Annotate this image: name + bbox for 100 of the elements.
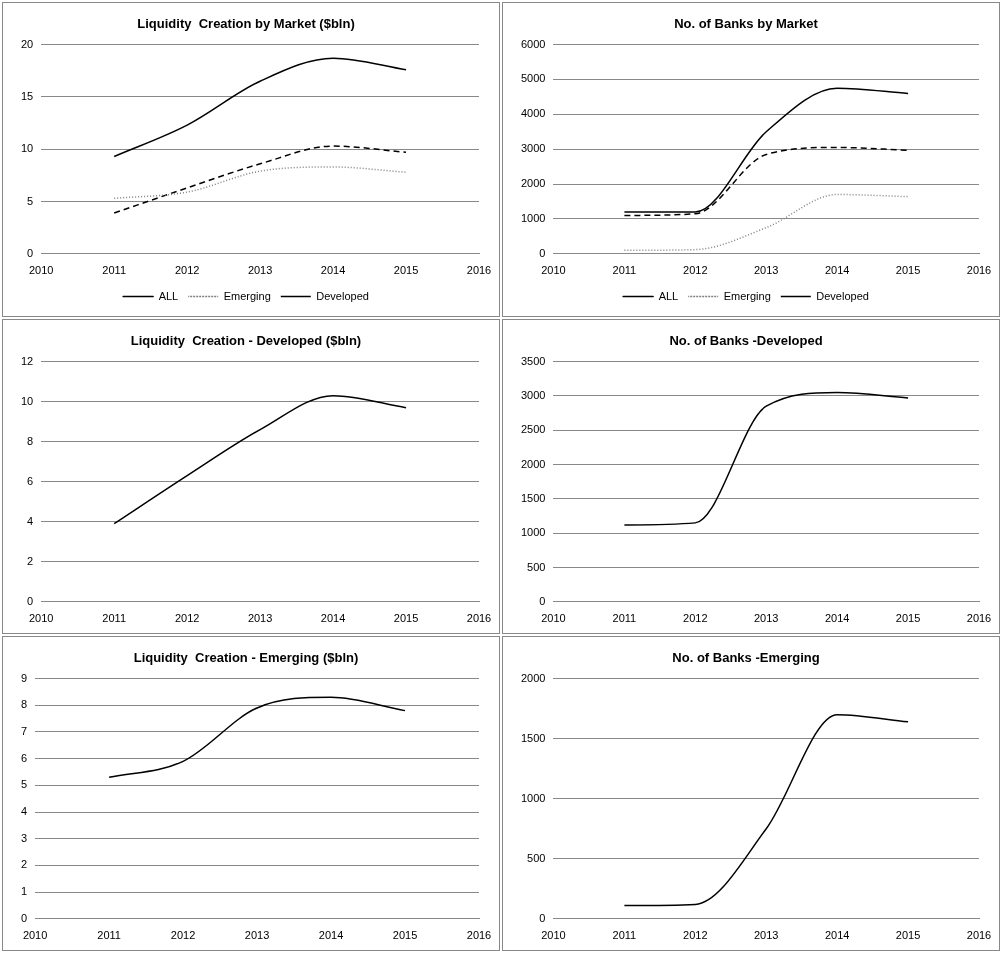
line-series bbox=[623, 87, 909, 213]
y-tick-label: 3500 bbox=[520, 354, 546, 367]
line-series bbox=[108, 696, 406, 779]
x-tick-label: 2011 bbox=[612, 612, 637, 625]
y-tick-label: 5 bbox=[20, 778, 28, 791]
legend-label: Emerging bbox=[723, 289, 771, 302]
y-tick-label: 1 bbox=[20, 885, 28, 898]
y-tick-label: 1500 bbox=[520, 731, 546, 744]
y-tick-label: 0 bbox=[539, 911, 546, 924]
chart-title: Liquidity Creation - Developed ($bln) bbox=[130, 333, 362, 349]
x-tick-label: 2016 bbox=[966, 612, 992, 625]
y-tick-label: 2500 bbox=[520, 423, 546, 436]
y-tick-label: 5 bbox=[27, 194, 34, 207]
x-tick-label: 2011 bbox=[102, 612, 127, 625]
y-tick-label: 2 bbox=[20, 858, 28, 871]
line-series bbox=[623, 391, 909, 526]
x-tick-label: 2010 bbox=[541, 929, 566, 942]
line-series bbox=[623, 713, 909, 907]
line-series bbox=[113, 57, 407, 158]
x-tick-label: 2014 bbox=[824, 929, 850, 942]
x-tick-label: 2016 bbox=[466, 929, 492, 942]
y-tick-label: 8 bbox=[20, 698, 28, 711]
x-tick-label: 2012 bbox=[683, 264, 708, 277]
x-tick-label: 2012 bbox=[174, 612, 200, 625]
y-tick-label: 1500 bbox=[520, 491, 546, 504]
y-tick-label: 1000 bbox=[520, 526, 546, 539]
x-tick-label: 2016 bbox=[466, 612, 492, 625]
y-tick-label: 2000 bbox=[520, 457, 546, 470]
x-tick-label: 2016 bbox=[966, 264, 992, 277]
y-tick-label: 3000 bbox=[520, 388, 546, 401]
chart-title: No. of Banks -Developed bbox=[669, 333, 823, 349]
x-tick-label: 2013 bbox=[247, 612, 273, 625]
x-tick-label: 2012 bbox=[683, 929, 708, 942]
line-series bbox=[113, 166, 407, 200]
legend-label: Developed bbox=[816, 289, 869, 302]
x-tick-label: 2013 bbox=[753, 929, 779, 942]
x-tick-label: 2015 bbox=[393, 264, 419, 277]
y-tick-label: 0 bbox=[27, 246, 34, 259]
x-tick-label: 2012 bbox=[683, 612, 708, 625]
y-tick-label: 0 bbox=[539, 594, 546, 607]
x-tick-label: 2016 bbox=[966, 929, 992, 942]
x-tick-label: 2010 bbox=[22, 929, 48, 942]
y-tick-label: 6 bbox=[20, 751, 28, 764]
x-tick-label: 2014 bbox=[824, 612, 850, 625]
y-tick-label: 5000 bbox=[520, 72, 546, 85]
y-tick-label: 1000 bbox=[520, 791, 546, 804]
x-tick-label: 2013 bbox=[247, 264, 273, 277]
legend-label: ALL bbox=[158, 289, 179, 302]
y-tick-label: 2000 bbox=[520, 177, 546, 190]
y-tick-label: 500 bbox=[527, 851, 546, 864]
y-tick-label: 0 bbox=[27, 594, 34, 607]
x-tick-label: 2013 bbox=[753, 612, 779, 625]
y-tick-label: 9 bbox=[20, 671, 28, 684]
x-tick-label: 2012 bbox=[170, 929, 196, 942]
y-tick-label: 8 bbox=[27, 434, 34, 447]
x-tick-label: 2015 bbox=[895, 929, 921, 942]
y-tick-label: 10 bbox=[20, 394, 34, 407]
legend-label: Developed bbox=[316, 289, 369, 302]
x-tick-label: 2012 bbox=[174, 264, 200, 277]
chart-title: No. of Banks -Emerging bbox=[672, 650, 820, 666]
line-series bbox=[113, 145, 407, 214]
y-tick-label: 0 bbox=[539, 246, 546, 259]
x-tick-label: 2015 bbox=[392, 929, 418, 942]
y-tick-label: 3 bbox=[20, 831, 28, 844]
x-tick-label: 2010 bbox=[541, 612, 566, 625]
y-tick-label: 4 bbox=[20, 805, 28, 818]
y-tick-label: 7 bbox=[20, 725, 28, 738]
y-tick-label: 6 bbox=[27, 474, 34, 487]
chart-title: No. of Banks by Market bbox=[674, 16, 819, 32]
x-tick-label: 2015 bbox=[895, 612, 921, 625]
x-tick-label: 2013 bbox=[244, 929, 270, 942]
y-tick-label: 2000 bbox=[520, 671, 546, 684]
y-tick-label: 15 bbox=[20, 89, 34, 102]
y-tick-label: 20 bbox=[20, 37, 34, 50]
x-tick-label: 2014 bbox=[318, 929, 344, 942]
x-tick-label: 2016 bbox=[466, 264, 492, 277]
x-tick-label: 2010 bbox=[541, 264, 566, 277]
x-tick-label: 2015 bbox=[393, 612, 419, 625]
y-tick-label: 12 bbox=[20, 354, 34, 367]
legend-label: ALL bbox=[658, 289, 679, 302]
y-tick-label: 3000 bbox=[520, 142, 546, 155]
y-tick-label: 6000 bbox=[520, 37, 546, 50]
line-series bbox=[113, 394, 407, 525]
x-tick-label: 2011 bbox=[612, 264, 637, 277]
y-tick-label: 500 bbox=[527, 560, 546, 573]
y-tick-label: 10 bbox=[20, 142, 34, 155]
x-tick-label: 2011 bbox=[97, 929, 121, 942]
y-tick-label: 0 bbox=[20, 911, 28, 924]
x-tick-label: 2014 bbox=[320, 264, 346, 277]
x-tick-label: 2011 bbox=[612, 929, 637, 942]
y-tick-label: 4 bbox=[27, 514, 34, 527]
x-tick-label: 2013 bbox=[753, 264, 779, 277]
y-tick-label: 2 bbox=[27, 554, 34, 567]
y-tick-label: 4000 bbox=[520, 107, 546, 120]
chart-title: Liquidity Creation by Market ($bln) bbox=[137, 16, 355, 32]
x-tick-label: 2015 bbox=[895, 264, 921, 277]
x-tick-label: 2010 bbox=[28, 264, 54, 277]
legend-label: Emerging bbox=[223, 289, 271, 302]
x-tick-label: 2010 bbox=[28, 612, 54, 625]
x-tick-label: 2011 bbox=[102, 264, 127, 277]
